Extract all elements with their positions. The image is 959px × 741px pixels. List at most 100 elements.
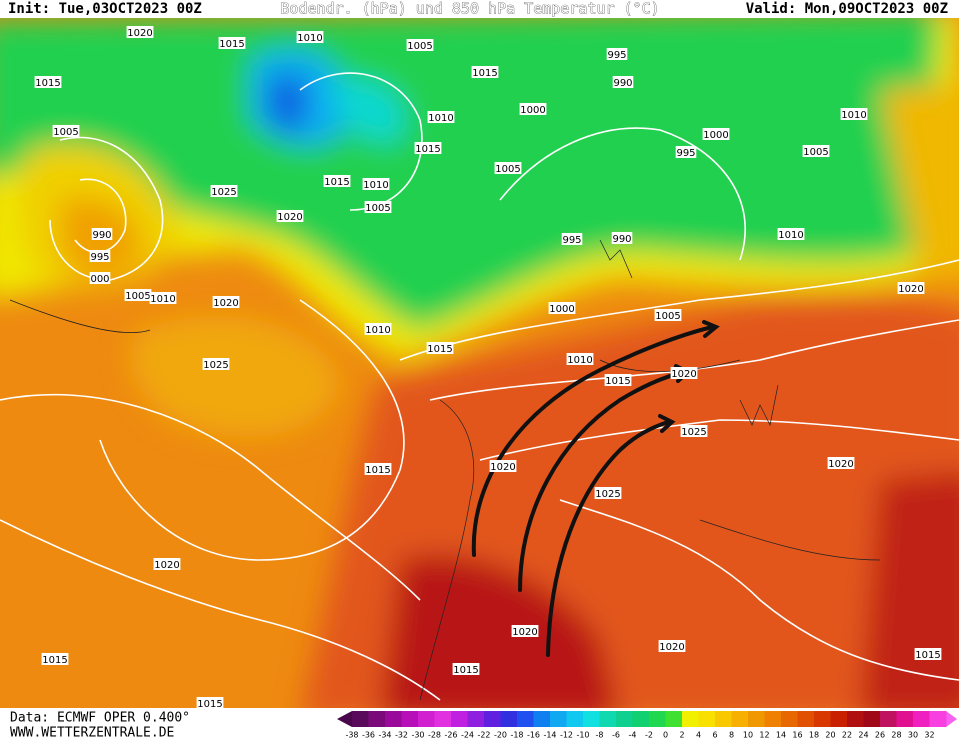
isobar-label-box (561, 233, 583, 245)
colorbar-label: -18 (510, 731, 523, 740)
isobar-label-box (202, 358, 230, 370)
colorbar-label: 4 (696, 731, 701, 740)
colorbar-swatch (401, 711, 419, 727)
colorbar-label: 22 (842, 731, 852, 740)
colorbar-swatch (550, 711, 567, 727)
colorbar-swatch (467, 711, 485, 727)
map-title: Bodendr. (hPa) und 850 hPa Temperatur (°… (280, 0, 659, 18)
isobar-label: 000 (90, 274, 109, 285)
colorbar-swatch (913, 711, 930, 727)
colorbar-label: -24 (461, 731, 474, 740)
colorbar-swatch (632, 711, 650, 727)
colorbar-swatch (649, 711, 666, 727)
isobar-label: 1020 (671, 369, 696, 380)
isobar-label-box (426, 342, 454, 354)
colorbar-swatch (682, 711, 699, 727)
website: WWW.WETTERZENTRALE.DE (10, 726, 174, 741)
isobar-label-box (566, 353, 594, 365)
isobar-label-box (89, 272, 111, 284)
isobar-label-box (149, 292, 177, 304)
colorbar-swatch (434, 711, 452, 727)
colorbar: -38 -36 -34 -32 -30 -28 -26 -24 -22 -20 -18 -16 -14-… (345, 711, 947, 740)
isobar-label-box (471, 66, 499, 78)
map-field: 1020101510101005101599599010151005101010… (0, 18, 959, 710)
isobar-label-box (827, 457, 855, 469)
init-label: Init: Tue,03OCT2023 00Z (8, 1, 202, 17)
colorbar-swatch (814, 711, 831, 727)
colorbar-label: 16 (792, 731, 802, 740)
colorbar-label: 24 (858, 731, 868, 740)
isobar-label: 1020 (828, 459, 853, 470)
isobar-label: 995 (90, 252, 109, 263)
isobar-label-box (511, 625, 539, 637)
colorbar-swatch (566, 711, 584, 727)
isobar-label-box (658, 640, 686, 652)
isobar-label-box (489, 460, 517, 472)
isobar-label-box (323, 175, 351, 187)
isobar-label: 1005 (803, 147, 828, 158)
isobar-label: 1025 (203, 360, 228, 371)
colorbar-label: -30 (411, 731, 424, 740)
colorbar-label: 10 (743, 731, 753, 740)
colorbar-label: -22 (477, 731, 490, 740)
isobar-label-box (52, 125, 80, 137)
isobar-label: 1015 (427, 344, 452, 355)
colorbar-swatch (731, 711, 749, 727)
isobar-label: 990 (92, 230, 111, 241)
colorbar-swatch (715, 711, 732, 727)
isobar-label-box (606, 48, 628, 60)
isobar-label: 1015 (453, 665, 478, 676)
colorbar-swatch (599, 711, 617, 727)
colorbar-label: -38 (345, 731, 358, 740)
data-source: Data: ECMWF OPER 0.400° (10, 711, 190, 726)
colorbar-label: 32 (924, 731, 934, 740)
isobar-label: 1015 (35, 78, 60, 89)
isobar-label-box (612, 76, 634, 88)
isobar-label: 1005 (495, 164, 520, 175)
isobar-label-box (427, 111, 455, 123)
colorbar-label: -28 (428, 731, 441, 740)
isobar-label: 1010 (150, 294, 175, 305)
colorbar-label: -16 (527, 731, 540, 740)
isobar-label: 1005 (125, 291, 150, 302)
colorbar-swatch (863, 711, 881, 727)
colorbar-label: 30 (908, 731, 918, 740)
isobar-label: 1015 (197, 699, 222, 710)
isobar-label: 1025 (595, 489, 620, 500)
colorbar-label: 6 (712, 731, 717, 740)
colorbar-swatch (896, 711, 914, 727)
isobar-label-box (218, 37, 246, 49)
isobar-label: 1015 (915, 650, 940, 661)
isobar-label: 1015 (365, 465, 390, 476)
isobar-label-box (406, 39, 434, 51)
colorbar-swatch (418, 711, 435, 727)
colorbar-swatch (616, 711, 633, 727)
colorbar-swatch (797, 711, 815, 727)
isobar-label: 1025 (211, 187, 236, 198)
isobar-label-box (702, 128, 730, 140)
colorbar-swatch (368, 711, 386, 727)
isobar-label: 1020 (659, 642, 684, 653)
isobar-label: 1015 (605, 376, 630, 387)
isobar-label-box (34, 76, 62, 88)
isobar-label-box (414, 142, 442, 154)
isobar-label-box (210, 185, 238, 197)
isobar-label: 1015 (42, 655, 67, 666)
isobar-label: 1000 (703, 130, 728, 141)
isobar-label: 1010 (428, 113, 453, 124)
isobar-label-box (840, 108, 868, 120)
colorbar-swatch (748, 711, 765, 727)
isobar-label: 1020 (127, 28, 152, 39)
isobar-label-box (296, 31, 324, 43)
isobar-label-box (124, 289, 152, 301)
colorbar-swatch (583, 711, 600, 727)
colorbar-swatch (847, 711, 864, 727)
isobar-label: 995 (676, 148, 695, 159)
colorbar-end (946, 711, 957, 727)
isobar-label: 1020 (154, 560, 179, 571)
colorbar-label: -6 (612, 731, 620, 740)
isobar-labels: 1020101510101005101599599010151005101010… (34, 26, 942, 710)
colorbar-label: 28 (891, 731, 901, 740)
isobar-label: 1015 (324, 177, 349, 188)
